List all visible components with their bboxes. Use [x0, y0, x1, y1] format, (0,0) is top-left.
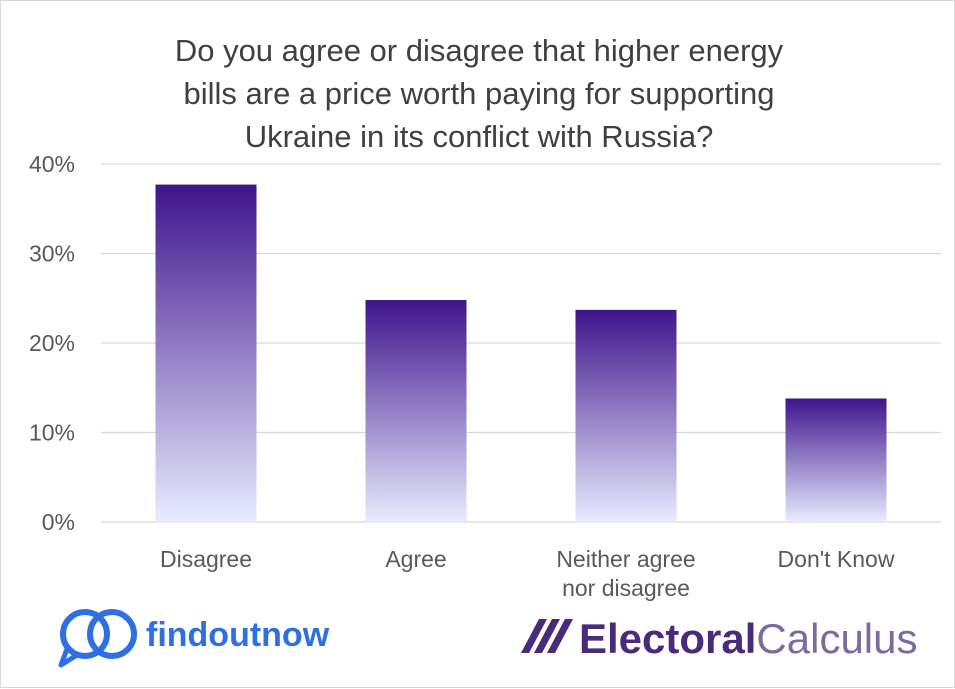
- speech-bubbles-icon: [58, 609, 137, 668]
- y-tick-label: 30%: [29, 241, 75, 267]
- y-tick-label: 40%: [29, 151, 75, 177]
- findoutnow-wordmark: findoutnow: [146, 616, 330, 654]
- x-category-label: Don't Know: [778, 546, 895, 572]
- electoral-calculus-logo: ElectoralCalculus: [521, 615, 918, 662]
- bar: [575, 309, 677, 522]
- x-category-label-line: Neither agree: [556, 546, 695, 572]
- y-tick-label: 20%: [29, 330, 75, 356]
- bar: [365, 300, 467, 522]
- electoral-calculus-wordmark: ElectoralCalculus: [579, 615, 918, 662]
- y-axis-ticks: 0% 10% 20% 30% 40%: [29, 151, 75, 535]
- x-category-label: Neither agree nor disagree: [556, 546, 695, 601]
- x-category-label: Disagree: [160, 546, 252, 572]
- findoutnow-logo: findoutnow: [58, 609, 330, 668]
- x-category-label-line: nor disagree: [562, 575, 690, 601]
- x-category-label-line: Agree: [385, 546, 446, 572]
- chart-title: Do you agree or disagree that higher ene…: [175, 33, 784, 154]
- bars: [155, 184, 887, 522]
- x-axis-categories: Disagree Agree Neither agree nor disagree Do…: [160, 546, 895, 601]
- chart-title-line: bills are a price worth paying for suppo…: [183, 76, 774, 111]
- x-category-label-line: Don't Know: [778, 546, 895, 572]
- y-tick-label: 10%: [29, 420, 75, 446]
- bar: [155, 184, 257, 522]
- x-category-label: Agree: [385, 546, 446, 572]
- chart-title-line: Do you agree or disagree that higher ene…: [175, 33, 784, 68]
- chart-title-line: Ukraine in its conflict with Russia?: [245, 119, 714, 154]
- bar: [785, 398, 887, 522]
- y-tick-label: 0%: [42, 509, 75, 535]
- slash-stripes-icon: [521, 619, 573, 653]
- x-category-label-line: Disagree: [160, 546, 252, 572]
